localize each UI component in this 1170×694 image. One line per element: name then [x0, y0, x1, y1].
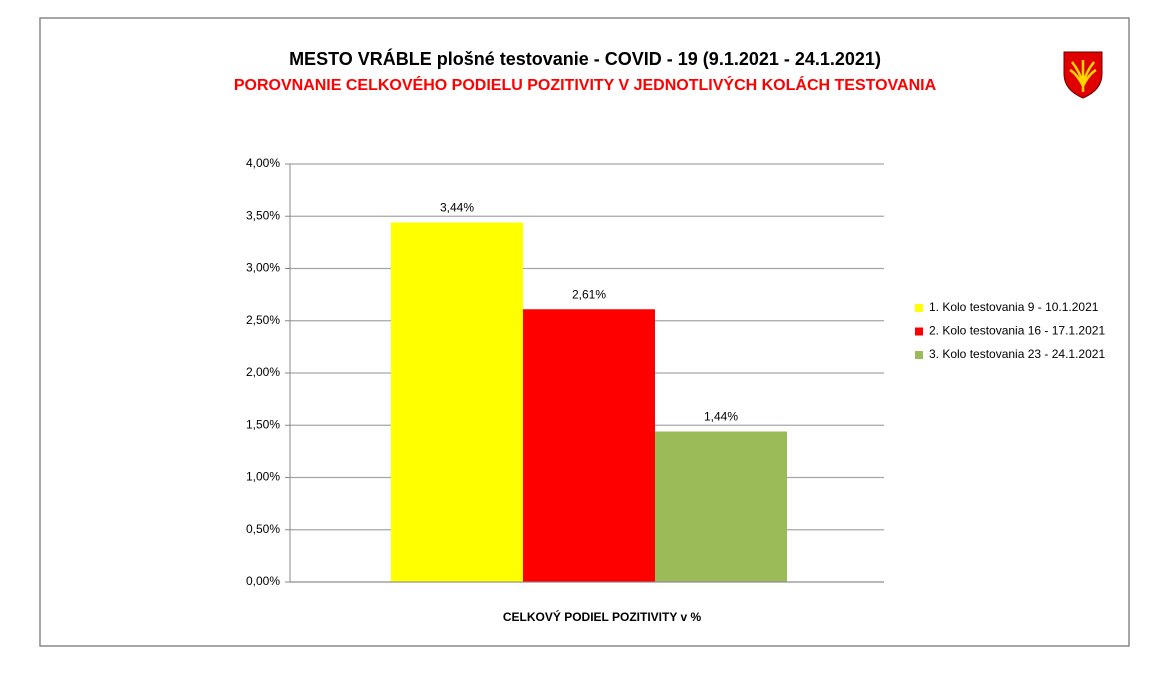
legend-label: 1. Kolo testovania 9 - 10.1.2021 — [929, 300, 1099, 314]
y-tick-label: 0,50% — [246, 522, 280, 536]
chart-title: MESTO VRÁBLE plošné testovanie - COVID -… — [289, 48, 881, 69]
legend-swatch — [915, 304, 923, 312]
data-label: 3,44% — [440, 201, 474, 215]
y-tick-label: 1,50% — [246, 417, 280, 431]
data-label: 2,61% — [572, 287, 606, 301]
chart-subtitle: POROVNANIE CELKOVÉHO PODIELU POZITIVITY … — [234, 75, 937, 94]
legend-swatch — [915, 327, 923, 336]
y-tick-label: 1,00% — [246, 470, 280, 484]
y-tick-label: 4,00% — [246, 156, 280, 170]
y-tick-label: 0,00% — [246, 574, 280, 588]
bar — [391, 222, 523, 582]
y-tick-label: 3,00% — [246, 261, 280, 275]
y-tick-label: 2,50% — [246, 313, 280, 327]
legend-swatch — [915, 351, 923, 359]
legend-label: 2. Kolo testovania 16 - 17.1.2021 — [929, 324, 1105, 338]
y-tick-label: 2,00% — [246, 365, 280, 379]
data-label: 1,44% — [704, 410, 738, 424]
bar — [523, 309, 655, 582]
x-tick-label: CELKOVÝ PODIEL POZITIVITY v % — [503, 609, 702, 624]
y-tick-label: 3,50% — [246, 208, 280, 222]
bar — [655, 431, 787, 582]
legend-label: 3. Kolo testovania 23 - 24.1.2021 — [929, 347, 1105, 361]
logo — [1063, 51, 1103, 99]
